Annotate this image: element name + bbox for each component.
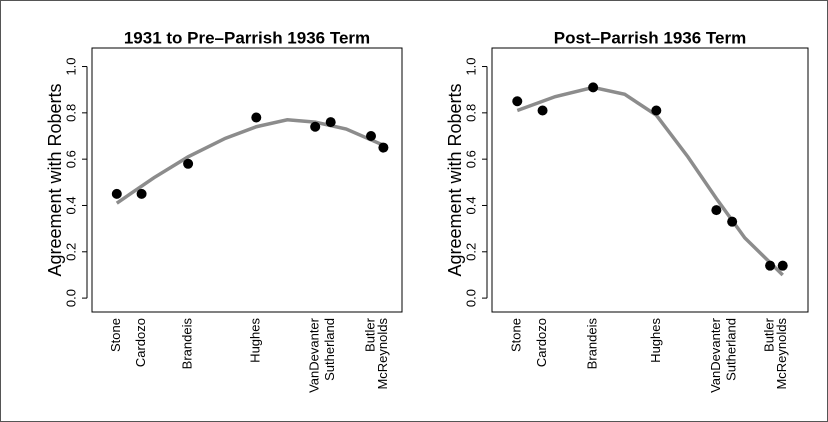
point bbox=[310, 121, 321, 132]
y-tick-label: 0.8 bbox=[63, 104, 78, 122]
y-tick-label: 0.8 bbox=[463, 104, 478, 122]
point bbox=[651, 105, 662, 116]
point bbox=[251, 112, 262, 123]
y-tick-label: 0.2 bbox=[63, 243, 78, 261]
y-tick-label: 0.6 bbox=[63, 150, 78, 168]
y-tick-label: 1.0 bbox=[63, 57, 78, 75]
chart-title: 1931 to Pre–Parrish 1936 Term bbox=[124, 28, 370, 47]
x-tick-label: Cardozo bbox=[534, 318, 549, 367]
x-tick-label: Stone bbox=[108, 318, 123, 352]
y-tick-label: 0.2 bbox=[463, 243, 478, 261]
point bbox=[378, 142, 389, 153]
x-tick-label: Butler bbox=[362, 317, 377, 352]
x-tick-label: Sutherland bbox=[322, 318, 337, 381]
point bbox=[765, 260, 776, 271]
point bbox=[537, 105, 548, 116]
point bbox=[183, 158, 194, 169]
point bbox=[325, 117, 336, 128]
x-tick-label: Cardozo bbox=[133, 318, 148, 367]
y-tick-label: 1.0 bbox=[463, 57, 478, 75]
y-axis-label: Agreement with Roberts bbox=[45, 83, 65, 276]
x-tick-label: Brandeis bbox=[180, 318, 195, 370]
x-tick-label: Hughes bbox=[248, 318, 263, 363]
point bbox=[711, 205, 722, 216]
plot-box bbox=[491, 47, 809, 313]
fit-curve bbox=[115, 118, 385, 205]
point bbox=[512, 96, 523, 107]
point bbox=[777, 260, 788, 271]
x-tick-label: VanDevanter bbox=[307, 317, 322, 393]
point bbox=[111, 188, 122, 199]
y-tick-label: 0.0 bbox=[463, 289, 478, 307]
x-tick-label: McReynolds bbox=[774, 318, 789, 390]
x-tick-label: Stone bbox=[509, 318, 524, 352]
point bbox=[366, 131, 376, 141]
y-tick-label: 0.6 bbox=[463, 150, 478, 168]
chart-title: Post–Parrish 1936 Term bbox=[554, 28, 746, 47]
point bbox=[727, 216, 738, 227]
point bbox=[588, 82, 599, 93]
point bbox=[136, 188, 147, 199]
y-tick-label: 0.4 bbox=[63, 196, 78, 214]
x-tick-label: Brandeis bbox=[585, 318, 600, 370]
x-tick-label: McReynolds bbox=[375, 318, 390, 390]
y-tick-label: 0.0 bbox=[63, 289, 78, 307]
plot-box bbox=[91, 47, 403, 313]
x-tick-label: Hughes bbox=[648, 318, 663, 363]
y-tick-label: 0.4 bbox=[463, 196, 478, 214]
x-tick-label: VanDevanter bbox=[708, 317, 723, 393]
x-tick-label: Butler bbox=[762, 317, 777, 352]
y-axis-label: Agreement with Roberts bbox=[445, 83, 465, 276]
x-tick-label: Sutherland bbox=[724, 318, 739, 381]
